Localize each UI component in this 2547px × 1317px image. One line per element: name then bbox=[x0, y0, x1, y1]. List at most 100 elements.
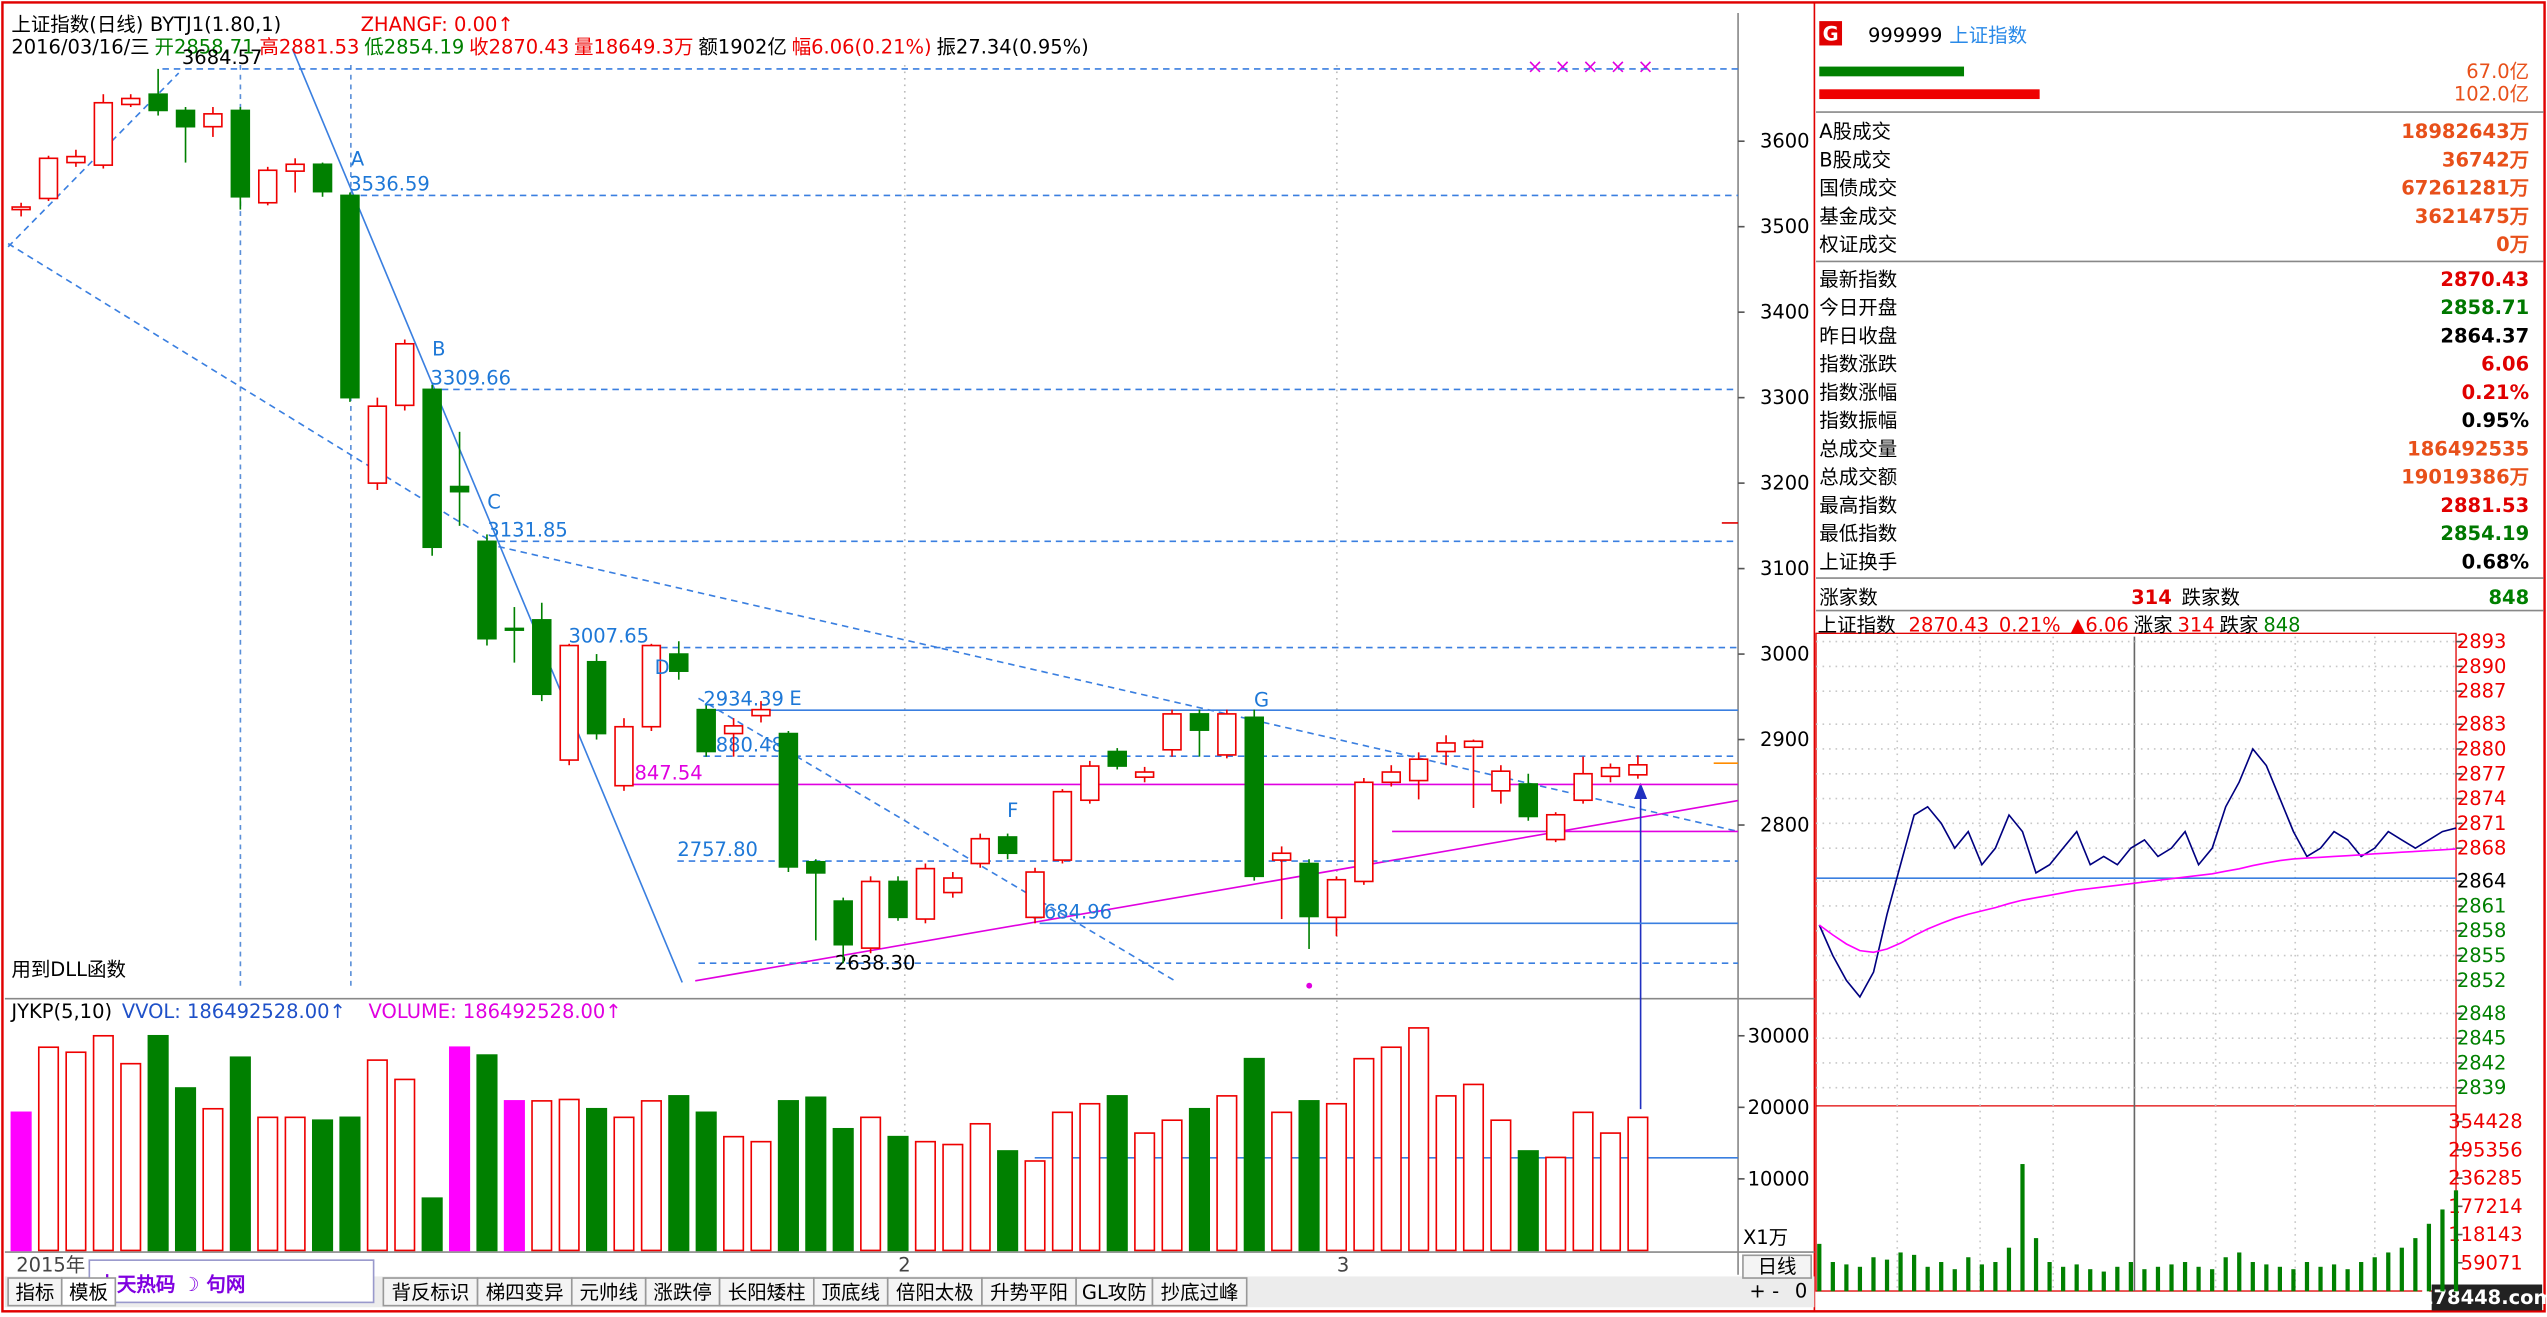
volume-bar bbox=[1871, 1257, 1876, 1292]
candle-body bbox=[1600, 766, 1621, 778]
volume-bar bbox=[558, 1098, 580, 1252]
candle-body bbox=[888, 880, 908, 919]
zoom-button[interactable]: + bbox=[1749, 1280, 1765, 1303]
stat-name: 国债成交 bbox=[1819, 177, 1897, 200]
y-tick-label: 354428 bbox=[2448, 1110, 2522, 1133]
candle-body bbox=[970, 837, 990, 865]
y-tick-label: 2845 bbox=[2457, 1027, 2507, 1050]
candle-body bbox=[1107, 750, 1127, 767]
y-tick-label: 3400 bbox=[1760, 301, 1810, 324]
point-letter: D bbox=[655, 656, 670, 679]
tab[interactable] bbox=[718, 1277, 815, 1307]
zoom-button[interactable]: 0 bbox=[1795, 1280, 1807, 1303]
tab[interactable] bbox=[886, 1277, 983, 1307]
high: 高2881.53 bbox=[259, 36, 359, 59]
signal-dot: × bbox=[1637, 55, 1653, 78]
tab-label[interactable]: 倍阳太极 bbox=[896, 1281, 974, 1304]
period-button[interactable] bbox=[1742, 1254, 1812, 1279]
volume-bar bbox=[2250, 1262, 2255, 1292]
y-tick-label: 2858 bbox=[2457, 919, 2507, 942]
candle-body bbox=[1518, 783, 1539, 818]
tab-label[interactable]: GL攻防 bbox=[1082, 1281, 1147, 1304]
y-tick-label: 10000 bbox=[1748, 1167, 1810, 1190]
volume-bar bbox=[777, 1100, 799, 1252]
candle-body bbox=[1244, 716, 1264, 878]
stat-value: 19019386万 bbox=[2401, 466, 2529, 489]
volume-bar bbox=[1079, 1102, 1101, 1252]
period[interactable]: 日线 bbox=[1758, 1255, 1797, 1278]
tab-label[interactable]: 指标 bbox=[15, 1281, 54, 1304]
tab[interactable] bbox=[1075, 1277, 1154, 1307]
point-letter: E bbox=[789, 687, 801, 710]
zoom-button[interactable]: - bbox=[1772, 1280, 1779, 1303]
flow-label: 67.0亿 bbox=[2466, 60, 2529, 83]
tab-label[interactable]: 模板 bbox=[69, 1281, 108, 1304]
flow-bar bbox=[1819, 66, 1965, 77]
volume-bar bbox=[421, 1197, 443, 1252]
candle-body bbox=[203, 113, 223, 128]
y-tick-label: 2848 bbox=[2457, 1002, 2507, 1025]
volume-bar bbox=[2426, 1223, 2432, 1292]
tab-label[interactable]: 元帅线 bbox=[580, 1281, 638, 1304]
stat-value: 2854.19 bbox=[2440, 522, 2529, 545]
level-label: 3131.85 bbox=[487, 518, 568, 541]
candle-body bbox=[1299, 862, 1319, 918]
stat-name: 最低指数 bbox=[1819, 522, 1897, 545]
volume-bar bbox=[1939, 1262, 1944, 1292]
tab[interactable] bbox=[1151, 1277, 1248, 1307]
candle-body bbox=[1491, 770, 1511, 792]
stat-value: 2870.43 bbox=[2440, 268, 2529, 291]
y-tick-label: 2839 bbox=[2457, 1076, 2507, 1099]
stat-name: 基金成交 bbox=[1819, 205, 1897, 228]
tab[interactable] bbox=[570, 1277, 647, 1307]
volume-bar bbox=[1844, 1264, 1849, 1292]
tab-label[interactable]: 涨跌停 bbox=[653, 1281, 711, 1304]
y-tick-label: 2868 bbox=[2457, 837, 2507, 860]
tab-label[interactable]: 顶底线 bbox=[822, 1281, 880, 1304]
y-tick-label: 3200 bbox=[1760, 472, 1810, 495]
volume-bar bbox=[2128, 1262, 2133, 1292]
code: 999999 bbox=[1868, 24, 1942, 47]
candle-body bbox=[148, 93, 168, 112]
volume-bar bbox=[2440, 1209, 2445, 1292]
volume-bar bbox=[394, 1078, 416, 1252]
volume-bar bbox=[1979, 1264, 1984, 1292]
tab[interactable] bbox=[60, 1277, 117, 1307]
volume-bar bbox=[174, 1087, 197, 1252]
tab-label[interactable]: 抄底过峰 bbox=[1161, 1281, 1239, 1304]
stat-value: 2881.53 bbox=[2440, 494, 2529, 517]
y-tick-label: 2871 bbox=[2457, 812, 2507, 835]
y-tick-label: 59071 bbox=[2461, 1251, 2523, 1274]
candle-body bbox=[340, 194, 360, 399]
volume-bar bbox=[147, 1034, 169, 1252]
tab[interactable] bbox=[644, 1277, 721, 1307]
tab-label[interactable]: 梯四变异 bbox=[486, 1281, 564, 1304]
level-label: 3007.65 bbox=[569, 625, 650, 648]
volume-bar bbox=[1599, 1132, 1622, 1252]
tab-label[interactable]: 背反标识 bbox=[392, 1281, 470, 1304]
tab-label[interactable]: 升势平阳 bbox=[990, 1281, 1068, 1304]
point-letter: A bbox=[351, 148, 365, 171]
tab-label[interactable]: 长阳矮柱 bbox=[728, 1281, 806, 1304]
candle-body bbox=[312, 163, 333, 193]
signal-dot: × bbox=[1527, 55, 1543, 78]
volume-bar bbox=[2223, 1257, 2228, 1292]
volume-bar bbox=[1380, 1046, 1402, 1252]
point-letter: C bbox=[487, 490, 501, 513]
candle-body bbox=[1271, 852, 1292, 861]
tab[interactable] bbox=[981, 1277, 1077, 1307]
y-tick-label: 2877 bbox=[2457, 762, 2507, 785]
candle-body bbox=[1628, 764, 1648, 776]
volume-bar bbox=[1243, 1057, 1265, 1252]
close: 收2870.43 bbox=[469, 36, 569, 59]
volume-bar bbox=[284, 1116, 306, 1252]
volume-bar bbox=[1898, 1252, 1903, 1292]
signal-dot: × bbox=[1582, 55, 1598, 78]
x-axis-label: 3 bbox=[1337, 1254, 1349, 1277]
x-axis-label: 2015年 bbox=[16, 1254, 85, 1277]
badge: G bbox=[1823, 23, 1839, 46]
volume-label: VOLUME: 186492528.00↑ bbox=[369, 1000, 622, 1023]
amount: 额1902亿 bbox=[698, 36, 786, 59]
candle-body bbox=[669, 653, 689, 672]
volume-bar bbox=[2210, 1269, 2215, 1292]
